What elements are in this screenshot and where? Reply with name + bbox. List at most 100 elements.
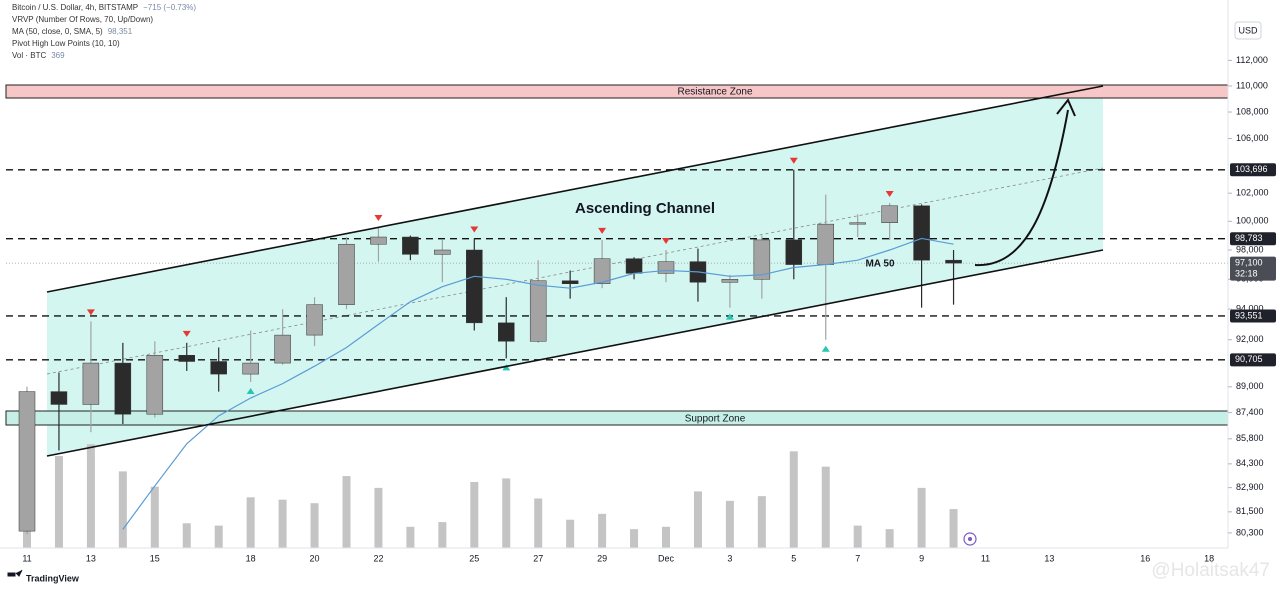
candle-body: [721, 279, 739, 283]
channel-lower: [46, 249, 1104, 457]
volume-bar: [566, 519, 575, 548]
volume-bar: [182, 523, 191, 548]
candle-body: [945, 259, 962, 264]
pivot-high: [182, 330, 191, 337]
candle-body: [370, 236, 387, 245]
candle-body: [146, 354, 164, 415]
watermark: @Holaitsak47: [1151, 560, 1270, 581]
candle-body: [881, 205, 898, 223]
pivot-low: [246, 388, 255, 395]
channel-label: Ascending Channel: [575, 200, 715, 217]
arrow-head: [1056, 98, 1076, 117]
x-tick-label: 11: [22, 553, 31, 563]
candle-body: [210, 361, 227, 375]
level-box: [1230, 163, 1276, 177]
ma-label: MA 50: [865, 259, 895, 270]
event-icon-dot: [968, 537, 972, 541]
support-zone: [5, 410, 1229, 426]
volume-bar: [789, 451, 798, 548]
volume-bar: [885, 529, 894, 548]
y-tick-label: 80,300: [1236, 527, 1264, 537]
volume-bar: [54, 456, 63, 548]
time-axis: 11 13 15 18 20 22 25 27 29 Dec 3 5 7 9 11 13 16 18: [22, 553, 1214, 563]
volume-bar: [406, 526, 415, 548]
legend-value: −715 (−0.73%): [143, 3, 196, 12]
x-tick-label: 20: [310, 553, 320, 563]
level-label: 98,783: [1235, 233, 1263, 243]
y-tick-label: 81,500: [1236, 506, 1264, 516]
volume-bar: [246, 497, 255, 548]
resistance-zone: [5, 84, 1229, 99]
candle-body: [82, 362, 100, 405]
x-tick-label: 9: [919, 553, 924, 563]
legend-text: Bitcoin / U.S. Dollar, 4h, BITSTAMP: [12, 3, 138, 12]
candle-body: [178, 354, 195, 362]
y-tick-label: 87,400: [1236, 407, 1264, 417]
y-tick-label: 85,800: [1236, 433, 1264, 443]
candle-body: [50, 391, 68, 405]
candle-body: [593, 258, 611, 284]
candle-body: [657, 261, 675, 274]
channel-midline: [46, 167, 1104, 375]
volume-bar: [150, 486, 159, 548]
tv-logo: [7, 569, 23, 577]
x-tick-label: 13: [1044, 553, 1054, 563]
currency-button[interactable]: [1234, 21, 1262, 40]
candle-body: [913, 205, 930, 261]
last-price-label: 97,100: [1235, 257, 1263, 267]
x-tick-label: 16: [1140, 553, 1150, 563]
pivot-high: [662, 238, 670, 245]
x-tick-label: 7: [855, 553, 860, 563]
channel-upper: [46, 85, 1104, 293]
candle-body: [18, 391, 36, 532]
y-tick-label: 94,000: [1236, 304, 1264, 314]
level-label: 90,705: [1235, 354, 1263, 364]
volume-bar: [630, 529, 639, 548]
x-tick-label: 3: [727, 553, 732, 563]
candle-body: [338, 243, 355, 305]
volume-bar: [757, 496, 766, 548]
candle-body: [274, 334, 291, 364]
candle-body: [817, 223, 834, 265]
volume-bar: [118, 471, 127, 548]
y-tick-label: 102,000: [1236, 188, 1269, 198]
candle-body: [402, 236, 419, 255]
x-tick-label: 11: [981, 553, 990, 563]
volume-bar: [693, 491, 702, 548]
y-tick-label: 89,000: [1236, 381, 1264, 391]
resistance-label: Resistance Zone: [677, 87, 752, 98]
pivot-high: [374, 215, 383, 222]
last-price-box: [1230, 256, 1276, 281]
y-tick-label: 84,300: [1236, 458, 1264, 468]
pivot-low: [821, 345, 830, 352]
price-axis: 112,000 110,000 108,000 106,000 102,000 100,0…: [1228, 55, 1276, 537]
legend-value: 369: [51, 51, 65, 60]
volume-bar: [438, 522, 447, 548]
legend-value: 98,351: [108, 27, 133, 36]
branding: TradingView: [26, 573, 80, 583]
x-tick-label: 25: [469, 553, 479, 563]
level-box: [1230, 353, 1276, 367]
x-tick-label: 5: [791, 553, 796, 563]
level-label: 93,551: [1235, 310, 1263, 320]
candle-body: [498, 322, 515, 342]
volume-bar: [917, 487, 926, 548]
x-tick-label: Dec: [658, 553, 675, 563]
candles: [18, 157, 962, 535]
x-tick-label: 18: [1204, 553, 1214, 563]
volume-bar: [278, 499, 287, 548]
candle-body: [242, 362, 259, 375]
y-tick-label: 110,000: [1236, 80, 1268, 90]
pivot-high: [598, 227, 607, 234]
ma-line: [122, 237, 954, 530]
candle-body: [466, 249, 483, 324]
pivot-low: [502, 364, 511, 371]
pivot-low: [725, 313, 734, 320]
pivot-high: [470, 226, 479, 233]
event-icon[interactable]: [963, 532, 977, 546]
level-box: [1230, 232, 1276, 246]
volume-bar: [342, 476, 351, 548]
legend-text: Pivot High Low Points (10, 10): [12, 39, 120, 48]
x-tick-label: 18: [246, 553, 256, 563]
candle-body: [849, 222, 866, 225]
